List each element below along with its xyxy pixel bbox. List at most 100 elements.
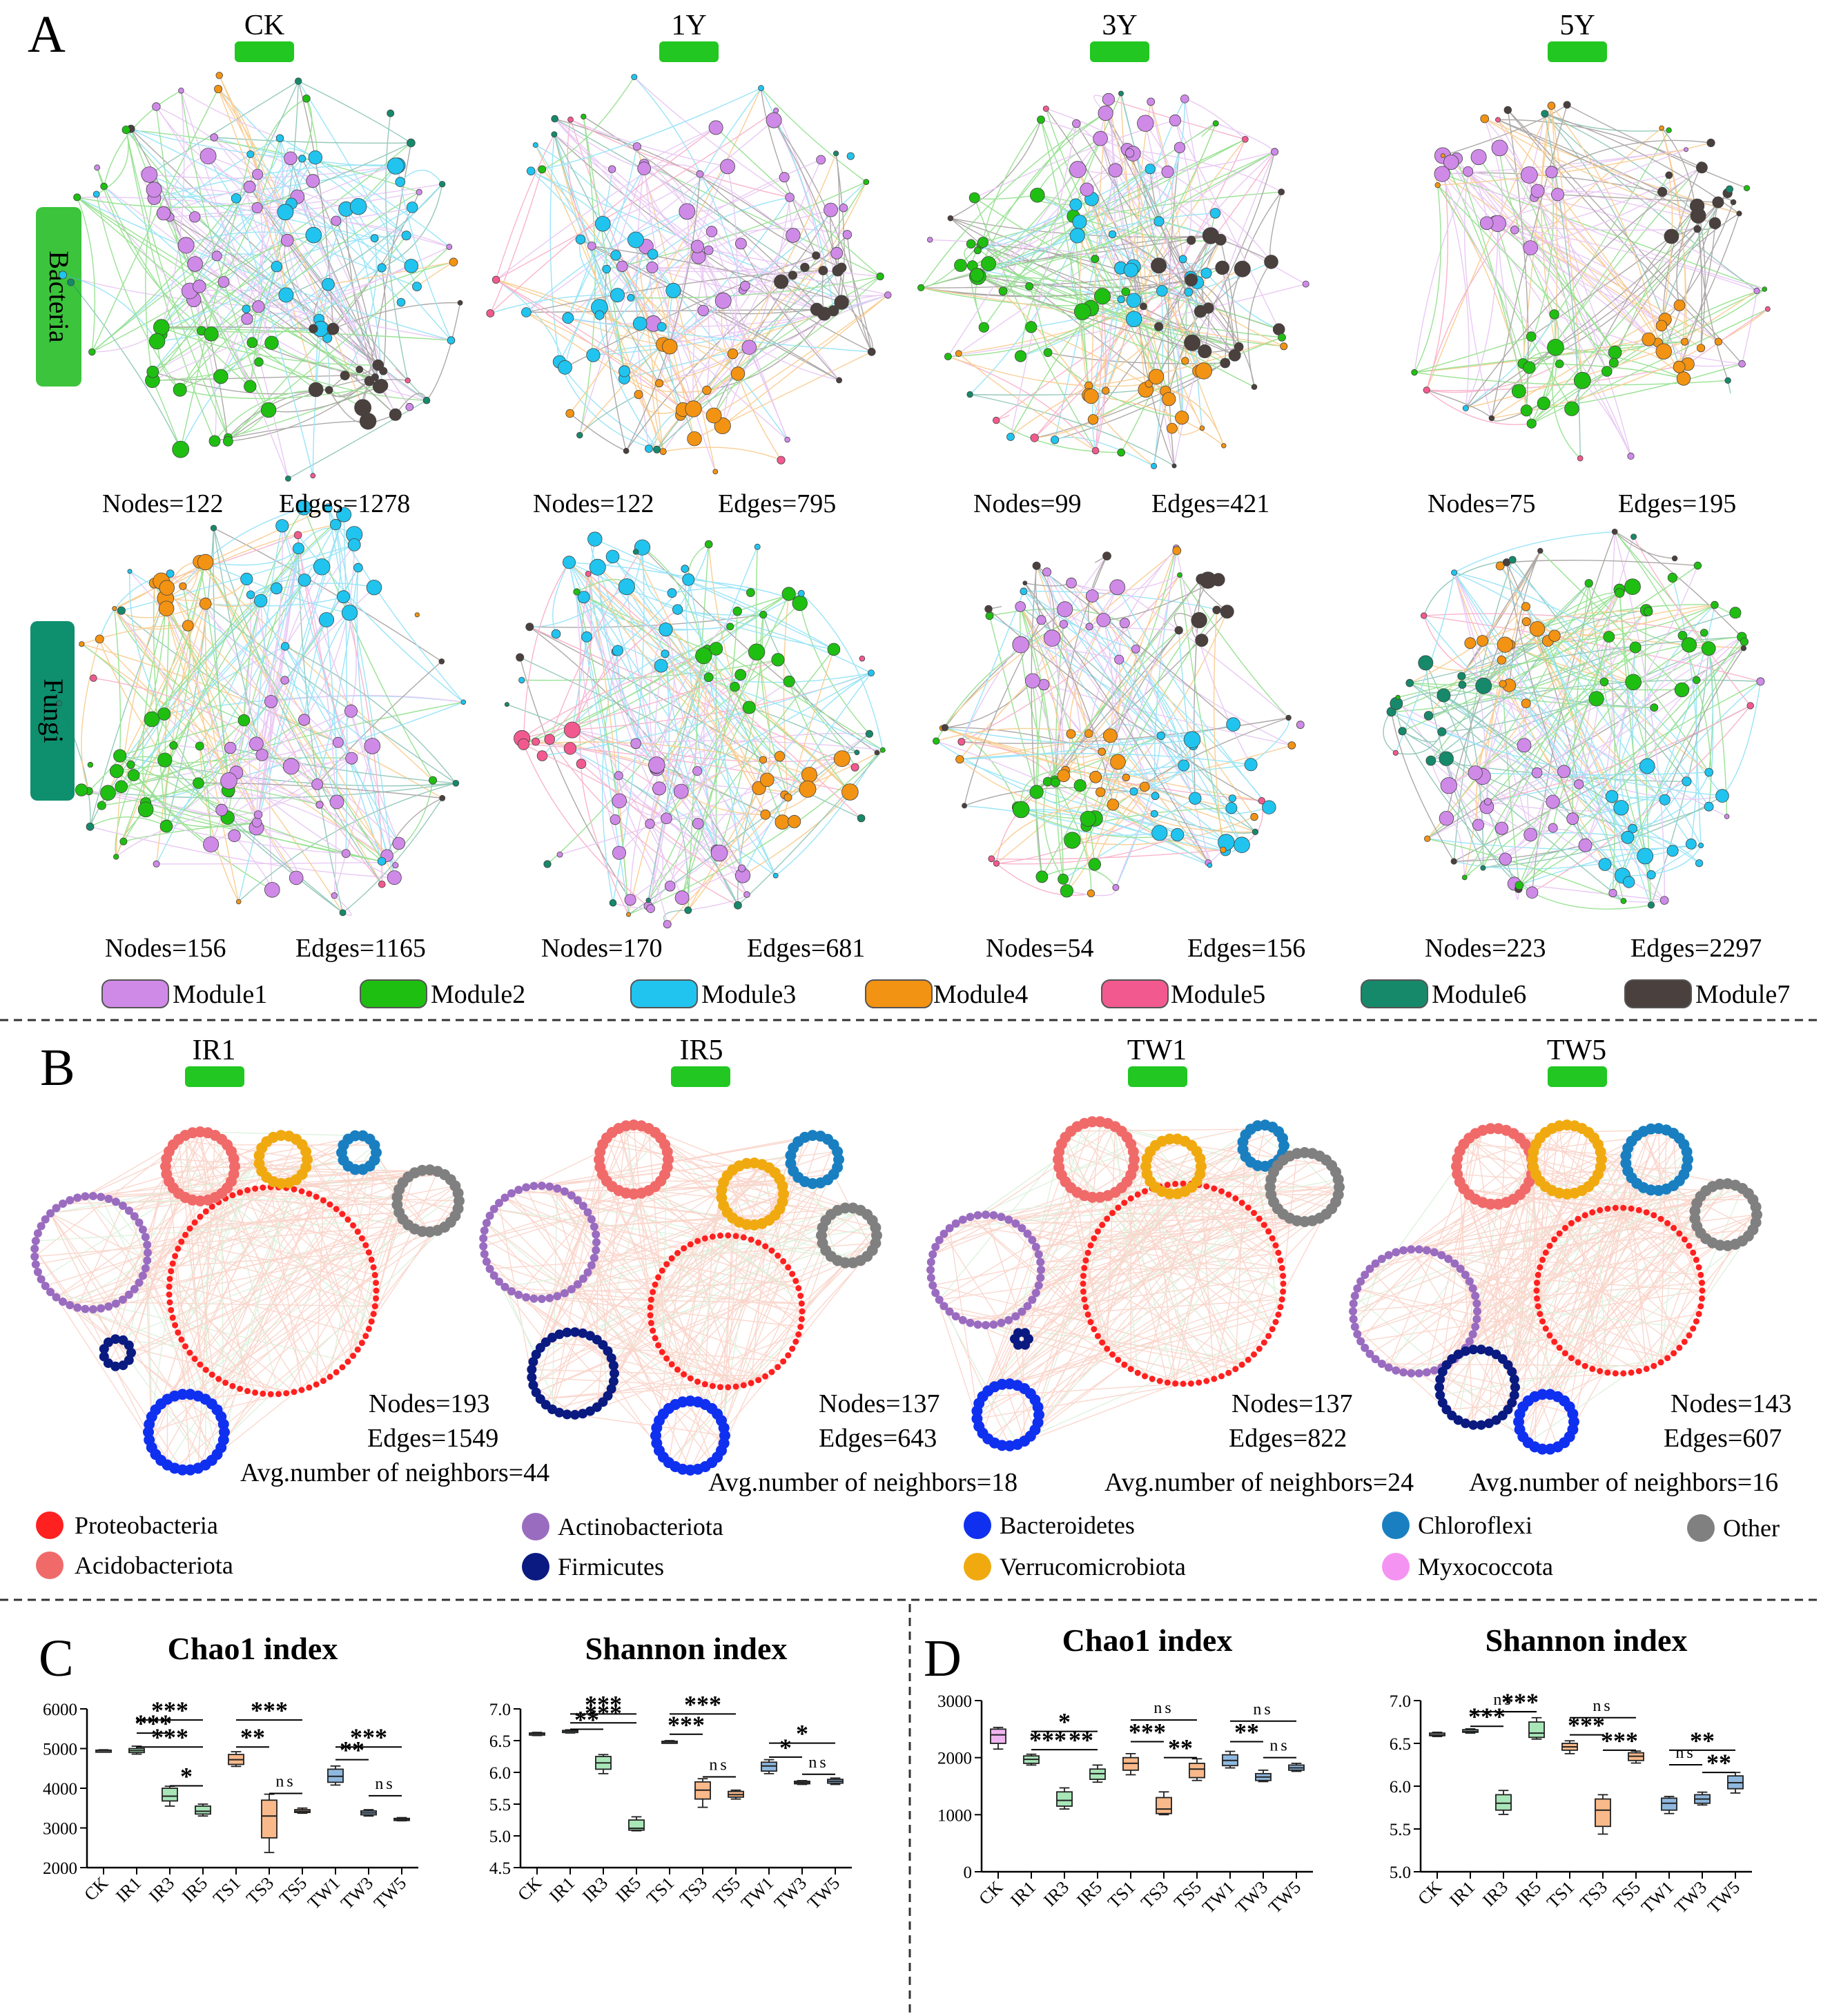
network-node: [732, 1383, 739, 1390]
network-edge: [693, 275, 881, 410]
network-node: [1280, 342, 1288, 351]
network-edge: [276, 235, 407, 267]
network-node: [507, 1189, 516, 1197]
significance-label: ***: [585, 1690, 622, 1718]
network-edge: [1088, 123, 1216, 395]
network-edge: [217, 88, 317, 390]
network-node: [944, 353, 952, 360]
network-edge: [149, 165, 398, 179]
network-edge: [684, 569, 720, 854]
network-node: [788, 814, 801, 828]
network-edge: [129, 571, 373, 747]
network-node: [368, 1256, 375, 1263]
network-edge: [977, 112, 1106, 277]
network-node: [537, 1182, 546, 1190]
significance-label: *: [796, 1720, 808, 1748]
network-node: [957, 738, 966, 746]
network-edge: [1023, 591, 1136, 650]
network-node: [1251, 1210, 1257, 1216]
legend-dot-actinobacteriota: [522, 1513, 549, 1540]
network-edge: [723, 1217, 733, 1428]
network-edge: [145, 802, 382, 862]
network-edge: [587, 573, 862, 819]
network-edge: [549, 1207, 846, 1299]
network-node: [1145, 164, 1156, 175]
network-node: [1091, 1326, 1098, 1333]
network-edge: [530, 170, 663, 327]
network-edge: [1423, 559, 1513, 616]
network-node: [1178, 255, 1187, 264]
network-node: [1671, 1350, 1677, 1357]
network-node: [1114, 654, 1124, 665]
network-edge: [1555, 228, 1698, 348]
network-edge: [697, 823, 739, 906]
network-edge: [586, 547, 643, 638]
network-edge: [1102, 620, 1113, 736]
network-node: [704, 540, 713, 549]
network-edge: [991, 804, 1113, 859]
network-edge: [755, 547, 758, 652]
network-node: [1280, 1273, 1287, 1280]
network-node: [143, 1240, 152, 1249]
network-edge: [260, 600, 338, 803]
network-edge: [1437, 184, 1572, 409]
network-node: [797, 589, 805, 597]
network-edge: [145, 719, 304, 803]
network-node: [1480, 865, 1486, 871]
network-edge: [1506, 562, 1586, 845]
network-node: [1181, 357, 1189, 365]
network-node: [283, 1390, 290, 1397]
network-node: [1659, 896, 1669, 905]
network-node: [365, 1325, 372, 1332]
network-edge: [1612, 641, 1745, 894]
network-node: [109, 764, 124, 779]
network-edge: [1437, 142, 1711, 186]
network-edge: [1544, 113, 1680, 367]
network-edge: [977, 139, 1246, 277]
network-edge: [944, 681, 1033, 728]
network-node: [646, 261, 659, 273]
network-node: [1109, 579, 1126, 596]
network-node: [1628, 823, 1638, 834]
network-edge: [84, 1196, 179, 1333]
network-edge: [227, 758, 352, 819]
network-node: [578, 1274, 587, 1283]
network-edge: [1453, 572, 1525, 746]
network-edge: [153, 197, 360, 370]
network-node: [354, 1346, 361, 1353]
network-edge: [59, 703, 91, 827]
network-node: [777, 1180, 788, 1192]
network-edge: [542, 88, 761, 170]
network-node: [412, 282, 422, 292]
network-edge: [1440, 1358, 1668, 1396]
network-node: [1280, 1288, 1287, 1295]
network-edge: [220, 262, 454, 378]
network-node: [1082, 1257, 1089, 1264]
network-node: [674, 1250, 681, 1256]
network-node: [1194, 1153, 1206, 1164]
x-tick-label: TS1: [209, 1873, 244, 1908]
network-edge: [217, 1335, 367, 1455]
network-node: [1420, 612, 1428, 619]
network-node: [1127, 1146, 1139, 1157]
network-edge: [681, 707, 750, 898]
network-node: [1676, 1344, 1683, 1351]
network-edge: [1532, 705, 1751, 893]
network-edge: [157, 267, 382, 342]
network-node: [538, 165, 547, 174]
network-node: [330, 518, 342, 531]
network-node: [1531, 767, 1543, 779]
network-edge: [1531, 531, 1615, 893]
network-edge: [579, 116, 596, 436]
network-edge: [122, 1275, 144, 1366]
network-node: [1724, 814, 1730, 819]
network-edge: [1171, 147, 1192, 280]
network-edge: [568, 562, 777, 877]
network-edge: [1478, 157, 1615, 363]
network-node: [46, 1288, 55, 1296]
network-node: [1520, 404, 1532, 417]
network-edge: [199, 1131, 249, 1391]
network-node: [1635, 1206, 1642, 1213]
network-edge: [565, 255, 817, 368]
network-edge: [1426, 197, 1535, 391]
